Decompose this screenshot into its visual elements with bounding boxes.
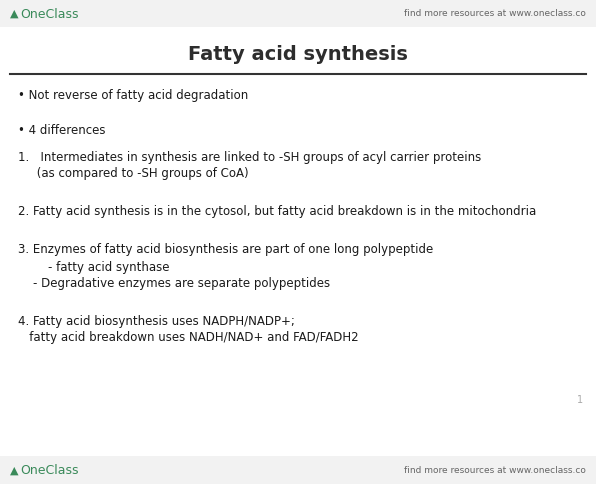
Text: find more resources at www.oneclass.co: find more resources at www.oneclass.co [404, 10, 586, 18]
Text: 1.   Intermediates in synthesis are linked to -SH groups of acyl carrier protein: 1. Intermediates in synthesis are linked… [18, 150, 481, 163]
Text: ▲: ▲ [10, 9, 18, 19]
Text: OneClass: OneClass [20, 464, 79, 477]
Text: find more resources at www.oneclass.co: find more resources at www.oneclass.co [404, 466, 586, 474]
Text: 2. Fatty acid synthesis is in the cytosol, but fatty acid breakdown is in the mi: 2. Fatty acid synthesis is in the cytoso… [18, 204, 536, 217]
Text: ▲: ▲ [10, 465, 18, 475]
Text: (as compared to -SH groups of CoA): (as compared to -SH groups of CoA) [18, 167, 249, 180]
Text: • Not reverse of fatty acid degradation: • Not reverse of fatty acid degradation [18, 90, 249, 102]
Text: Fatty acid synthesis: Fatty acid synthesis [188, 45, 408, 64]
Text: 4. Fatty acid biosynthesis uses NADPH/NADP+;: 4. Fatty acid biosynthesis uses NADPH/NA… [18, 314, 295, 327]
Text: OneClass: OneClass [20, 7, 79, 20]
Text: 1: 1 [577, 394, 583, 404]
Bar [0, 0, 596, 28]
Bar [0, 456, 596, 484]
Text: • 4 differences: • 4 differences [18, 123, 105, 136]
Text: 3. Enzymes of fatty acid biosynthesis are part of one long polypeptide: 3. Enzymes of fatty acid biosynthesis ar… [18, 243, 433, 256]
Text: fatty acid breakdown uses NADH/NAD+ and FAD/FADH2: fatty acid breakdown uses NADH/NAD+ and … [18, 331, 359, 344]
Text: - Degradative enzymes are separate polypeptides: - Degradative enzymes are separate polyp… [18, 277, 330, 290]
Text: - fatty acid synthase: - fatty acid synthase [18, 260, 169, 273]
